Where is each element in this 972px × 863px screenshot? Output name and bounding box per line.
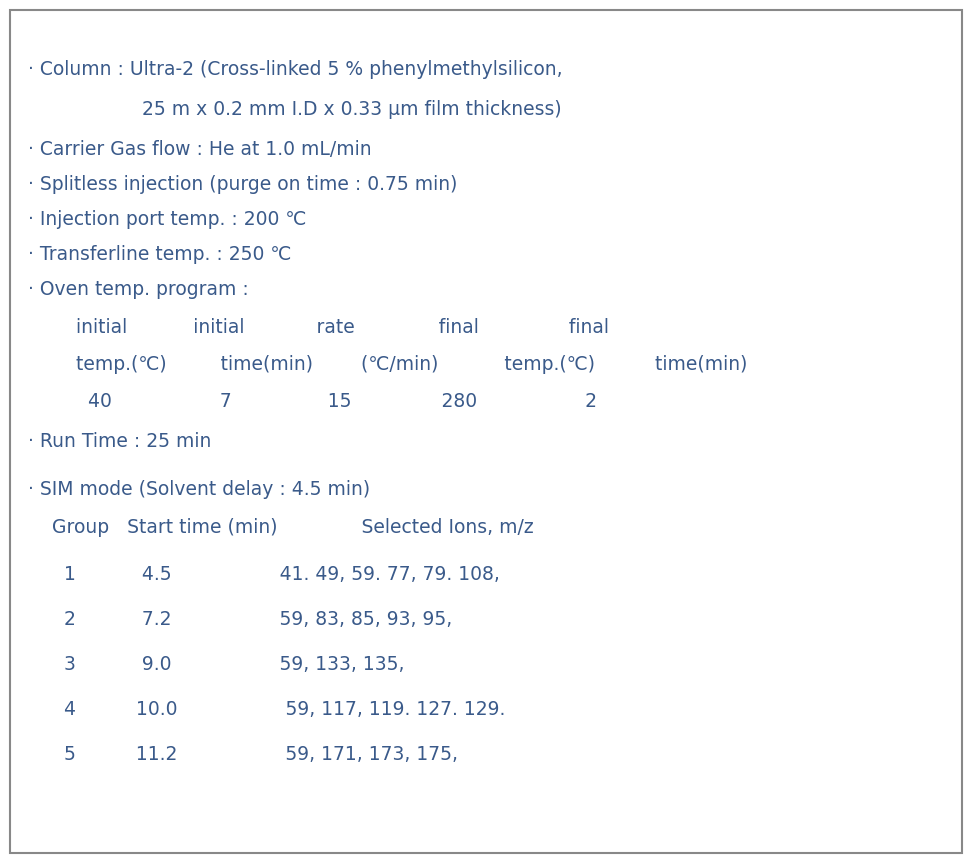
Text: · Column : Ultra-2 (Cross-linked 5 % phenylmethylsilicon,: · Column : Ultra-2 (Cross-linked 5 % phe… — [28, 60, 563, 79]
Text: · Oven temp. program :: · Oven temp. program : — [28, 280, 249, 299]
Text: 3           9.0                  59, 133, 135,: 3 9.0 59, 133, 135, — [28, 655, 404, 674]
Text: 2           7.2                  59, 83, 85, 93, 95,: 2 7.2 59, 83, 85, 93, 95, — [28, 610, 452, 629]
Text: initial           initial            rate              final               final: initial initial rate final final — [28, 318, 609, 337]
Text: Group   Start time (min)              Selected Ions, m/z: Group Start time (min) Selected Ions, m/… — [28, 518, 534, 537]
Text: · Carrier Gas flow : He at 1.0 mL/min: · Carrier Gas flow : He at 1.0 mL/min — [28, 140, 371, 159]
Text: 25 m x 0.2 mm I.D x 0.33 μm film thickness): 25 m x 0.2 mm I.D x 0.33 μm film thickne… — [28, 100, 562, 119]
Text: · Run Time : 25 min: · Run Time : 25 min — [28, 432, 211, 451]
Text: 5          11.2                  59, 171, 173, 175,: 5 11.2 59, 171, 173, 175, — [28, 745, 458, 764]
Text: temp.(℃)         time(min)        (℃/min)           temp.(℃)          time(min): temp.(℃) time(min) (℃/min) temp.(℃) time… — [28, 355, 747, 374]
Text: 1           4.5                  41. 49, 59. 77, 79. 108,: 1 4.5 41. 49, 59. 77, 79. 108, — [28, 565, 500, 584]
Text: · Injection port temp. : 200 ℃: · Injection port temp. : 200 ℃ — [28, 210, 306, 229]
Text: · Splitless injection (purge on time : 0.75 min): · Splitless injection (purge on time : 0… — [28, 175, 458, 194]
Text: · Transferline temp. : 250 ℃: · Transferline temp. : 250 ℃ — [28, 245, 292, 264]
Text: · SIM mode (Solvent delay : 4.5 min): · SIM mode (Solvent delay : 4.5 min) — [28, 480, 370, 499]
Text: 40                  7                15               280                  2: 40 7 15 280 2 — [28, 392, 597, 411]
Text: 4          10.0                  59, 117, 119. 127. 129.: 4 10.0 59, 117, 119. 127. 129. — [28, 700, 505, 719]
